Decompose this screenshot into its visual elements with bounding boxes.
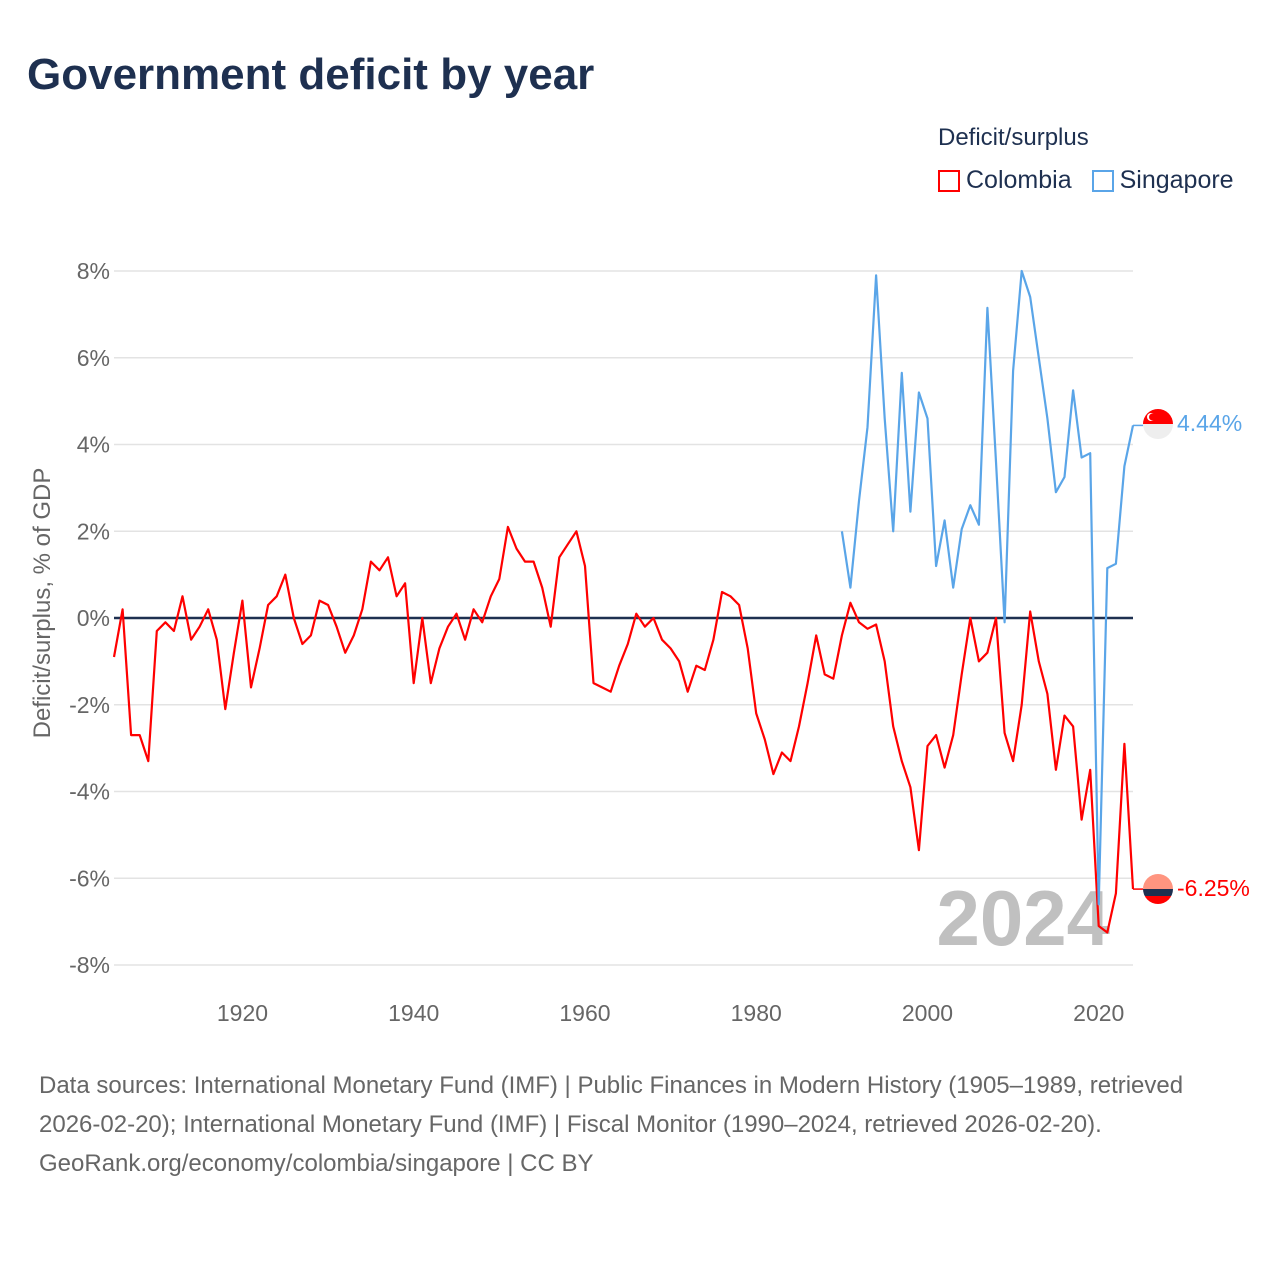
data-sources: Data sources: International Monetary Fun… xyxy=(39,1072,1184,1138)
x-tick-label: 2020 xyxy=(1073,1000,1124,1026)
y-axis-ticks: 8% 6% 4% 2% 0% -2% -4% -6% -8% xyxy=(69,258,110,978)
legend-label-colombia: Colombia xyxy=(966,166,1072,194)
footer: Data sources: International Monetary Fun… xyxy=(39,1066,1239,1183)
x-tick-label: 1920 xyxy=(217,1000,268,1026)
end-marker-colombia: -6.25% xyxy=(1143,874,1250,904)
y-tick-label: -2% xyxy=(69,692,110,718)
y-tick-label: 8% xyxy=(77,258,110,284)
end-label-singapore: 4.44% xyxy=(1177,410,1242,436)
singapore-flag-icon xyxy=(1143,409,1173,439)
series-line-colombia[interactable] xyxy=(112,525,1135,934)
y-tick-label: 4% xyxy=(77,432,110,458)
x-axis-ticks: 1920 1940 1960 1980 2000 2020 xyxy=(217,1000,1124,1026)
legend-title: Deficit/surplus xyxy=(938,124,1089,151)
end-marker-singapore: 4.44% xyxy=(1143,409,1242,439)
line-chart: 8% 6% 4% 2% 0% -2% -4% -6% -8% 1920 1940 1960 1980 2… xyxy=(29,258,1250,1026)
series xyxy=(112,269,1143,934)
series-line-singapore[interactable] xyxy=(840,269,1135,906)
y-tick-label: 2% xyxy=(77,518,110,544)
legend-item-singapore[interactable]: Singapore xyxy=(1091,166,1234,195)
chart-title: Government deficit by year xyxy=(27,50,595,99)
x-tick-label: 2000 xyxy=(902,1000,953,1026)
y-tick-label: 0% xyxy=(77,605,110,631)
colombia-flag-icon xyxy=(1143,874,1173,904)
end-label-colombia: -6.25% xyxy=(1177,875,1250,901)
credit-link[interactable]: GeoRank.org/economy/colombia/singapore |… xyxy=(39,1150,594,1177)
year-watermark: 2024 xyxy=(936,874,1110,962)
legend-label-singapore: Singapore xyxy=(1119,166,1234,194)
x-tick-label: 1960 xyxy=(559,1000,610,1026)
x-tick-label: 1940 xyxy=(388,1000,439,1026)
x-tick-label: 1980 xyxy=(731,1000,782,1026)
y-tick-label: 6% xyxy=(77,345,110,371)
legend-swatch-colombia xyxy=(938,169,960,192)
legend: Deficit/surplus Colombia Singapore xyxy=(938,124,1234,195)
legend-swatch-singapore xyxy=(1091,169,1114,192)
y-axis-label: Deficit/surplus, % of GDP xyxy=(29,468,56,739)
y-tick-label: -8% xyxy=(69,952,110,978)
y-tick-label: -6% xyxy=(69,865,110,891)
legend-item-colombia[interactable]: Colombia xyxy=(938,166,1072,195)
y-tick-label: -4% xyxy=(69,779,110,805)
